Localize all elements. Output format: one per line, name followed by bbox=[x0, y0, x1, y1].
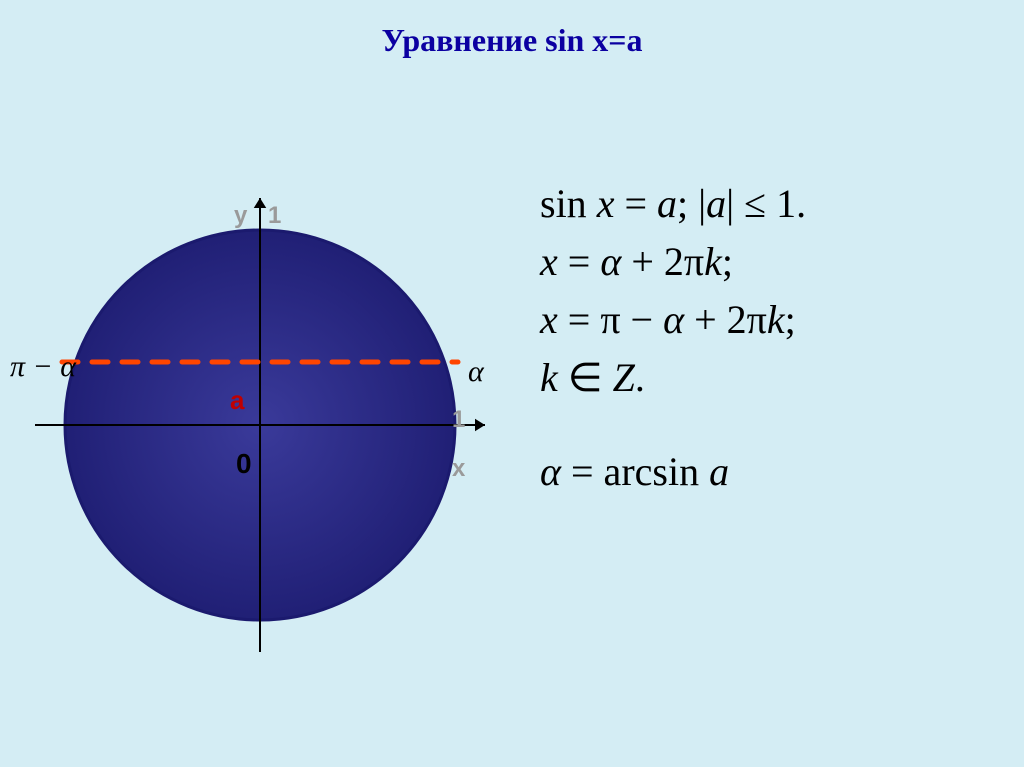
f1b: x bbox=[597, 181, 615, 226]
f1e: ; | bbox=[677, 181, 706, 226]
f3d: + 2π bbox=[684, 297, 767, 342]
alpha-right-label: α bbox=[468, 355, 484, 389]
f1f: a bbox=[706, 181, 726, 226]
f5c: a bbox=[709, 449, 729, 494]
x-right-one-label: 1 bbox=[452, 406, 465, 434]
f2b: = bbox=[558, 239, 601, 284]
f4d: . bbox=[635, 355, 645, 400]
f1d: a bbox=[657, 181, 677, 226]
f4c: Z bbox=[613, 355, 635, 400]
x-axis-label: x bbox=[452, 455, 465, 483]
f4a: k bbox=[540, 355, 558, 400]
f3f: ; bbox=[785, 297, 796, 342]
f2f: ; bbox=[722, 239, 733, 284]
f1a: sin bbox=[540, 181, 597, 226]
formula-line-4: k ∈ Z. bbox=[540, 349, 1000, 407]
x-axis-arrow-icon bbox=[475, 419, 485, 432]
f1c: = bbox=[614, 181, 657, 226]
f3a: x bbox=[540, 297, 558, 342]
f3c: α bbox=[663, 297, 684, 342]
origin-label: 0 bbox=[236, 448, 252, 480]
formula-line-5: α = arcsin a bbox=[540, 443, 1000, 501]
y-axis-label: y bbox=[234, 202, 247, 230]
y-axis-arrow-icon bbox=[254, 198, 267, 208]
f2c: α bbox=[600, 239, 621, 284]
f2a: x bbox=[540, 239, 558, 284]
f2d: + 2π bbox=[621, 239, 704, 284]
f1g: | ≤ 1. bbox=[726, 181, 806, 226]
f4b: ∈ bbox=[558, 355, 613, 400]
a-value-label: a bbox=[230, 385, 244, 416]
formula-line-1: sin x = a; |a| ≤ 1. bbox=[540, 175, 1000, 233]
f2e: k bbox=[704, 239, 722, 284]
formula-line-2: x = α + 2πk; bbox=[540, 233, 1000, 291]
diagram-svg bbox=[20, 180, 500, 660]
slide-title: Уравнение sin x=a bbox=[0, 22, 1024, 59]
f5a: α bbox=[540, 449, 561, 494]
formula-line-3: x = π − α + 2πk; bbox=[540, 291, 1000, 349]
formulas-block: sin x = a; |a| ≤ 1. x = α + 2πk; x = π −… bbox=[540, 175, 1000, 501]
f5b: = arcsin bbox=[561, 449, 709, 494]
f3e: k bbox=[767, 297, 785, 342]
title-text: Уравнение sin x=a bbox=[381, 22, 642, 58]
y-top-one-label: 1 bbox=[268, 202, 281, 230]
pi-minus-alpha-label: π − α bbox=[10, 350, 76, 384]
f3b: = π − bbox=[558, 297, 663, 342]
unit-circle-diagram: y 1 x 1 0 a α π − α bbox=[20, 180, 500, 660]
